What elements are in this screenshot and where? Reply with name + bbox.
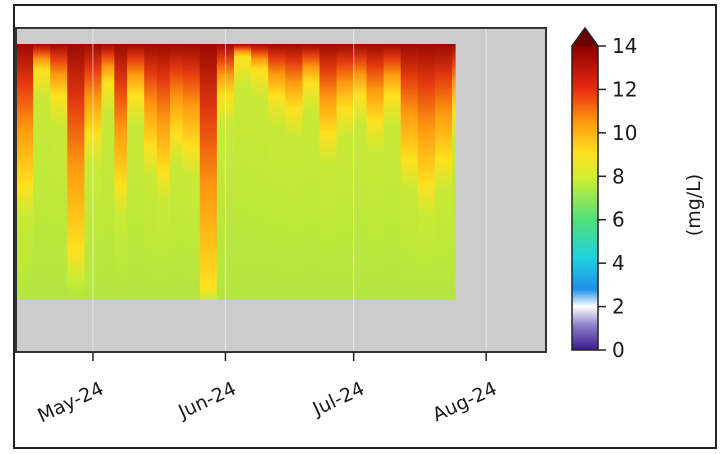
heatmap-profile [319, 44, 338, 300]
heatmap-profile [452, 44, 456, 300]
heatmap-profile [114, 44, 128, 300]
heatmap [16, 44, 456, 300]
heatmap-profile [169, 44, 184, 300]
x-tick-label: May-24 [34, 378, 107, 428]
colorbar-gradient [572, 46, 598, 350]
colorbar-extend-arrow [572, 28, 598, 46]
x-tick-label: Jun-24 [174, 378, 239, 424]
heatmap-profile [199, 44, 218, 300]
grid [92, 28, 487, 352]
colorbar-tick-label: 14 [612, 34, 637, 58]
colorbar-tick-label: 4 [612, 251, 625, 275]
colorbar-tick-label: 2 [612, 295, 625, 319]
heatmap-profile [182, 44, 201, 300]
colorbar-label: (mg/L) [683, 174, 705, 236]
colorbar-outline [571, 26, 599, 351]
image-border [13, 4, 717, 449]
colorbar-tick-label: 12 [612, 77, 637, 101]
heatmap-profile [383, 44, 402, 300]
heatmap-profile [101, 44, 115, 300]
heatmap-profile [67, 44, 85, 300]
colorbar-tick-label: 8 [612, 164, 625, 188]
colorbar-tick-label: 0 [612, 338, 625, 362]
heatmap-profile [16, 44, 34, 300]
heatmap-profile [157, 44, 171, 300]
heatmap-profile [302, 44, 321, 300]
heatmap-profile [336, 44, 355, 300]
x-tick-label: Aug-24 [429, 378, 500, 427]
colorbar-ticks: 0 2 4 6 8 10 12 14 [598, 34, 637, 362]
heatmap-profile [251, 44, 269, 300]
heatmap-profile [353, 44, 368, 300]
colorbar: 0 2 4 6 8 10 12 14 (mg/L) [571, 26, 705, 362]
colorbar-tick-label: 10 [612, 121, 637, 145]
heatmap-profile [234, 44, 252, 300]
heatmap-profile [50, 44, 68, 300]
heatmap-profile [434, 44, 453, 300]
heatmap-profile [285, 44, 303, 300]
colorbar-tick-label: 6 [612, 208, 625, 232]
x-tick-label: Jul-24 [309, 378, 368, 421]
heatmap-profile [144, 44, 158, 300]
heatmap-profile [127, 44, 145, 300]
heatmap-profile [366, 44, 385, 300]
x-axis: May-24 Jun-24 Jul-24 Aug-24 [34, 352, 500, 427]
heatmap-profile [417, 44, 436, 300]
heatmap-profile [33, 44, 51, 300]
heatmap-profile [400, 44, 419, 300]
plot-border [15, 27, 547, 353]
heatmap-profile [268, 44, 286, 300]
